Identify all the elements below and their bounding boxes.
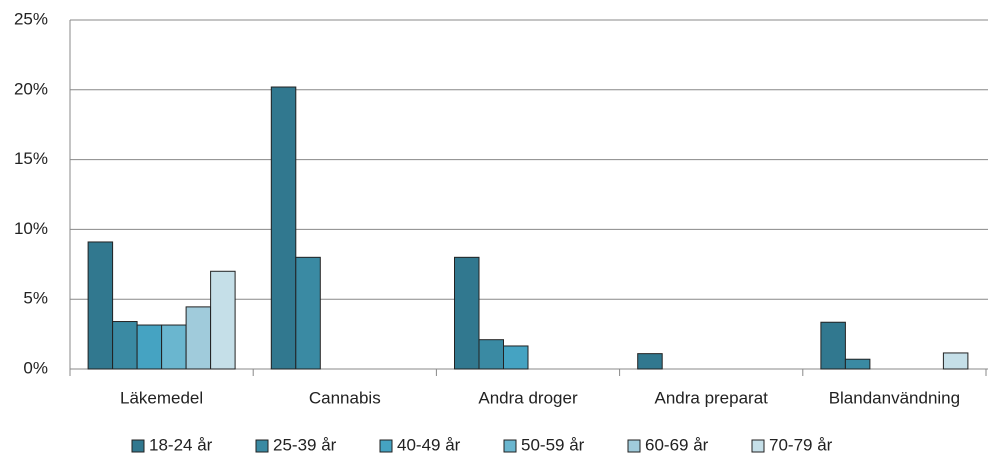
x-tick-label: Läkemedel (120, 388, 203, 407)
bar (844, 358, 871, 370)
legend-label: 70-79 år (769, 435, 833, 454)
bar (295, 256, 321, 370)
x-tick-label: Blandanvändning (829, 388, 960, 407)
legend-label: 18-24 år (149, 435, 213, 454)
x-tick-label: Andra droger (478, 388, 578, 407)
legend-swatch (255, 439, 269, 453)
y-tick-label: 5% (23, 289, 48, 308)
y-tick-label: 20% (14, 79, 48, 98)
bar (637, 353, 663, 370)
bar (210, 270, 236, 370)
bar (454, 256, 480, 370)
bar (185, 306, 212, 370)
legend-label: 40-49 år (397, 435, 461, 454)
legend-label: 50-59 år (521, 435, 585, 454)
bar (820, 321, 846, 370)
bar (270, 86, 297, 370)
y-tick-label: 25% (14, 9, 48, 28)
legend-label: 60-69 år (645, 435, 709, 454)
legend-swatch (627, 439, 641, 453)
legend-swatch (751, 439, 765, 453)
legend-swatch (379, 439, 393, 453)
bar (161, 324, 187, 370)
bar (112, 321, 138, 370)
y-tick-label: 10% (14, 219, 48, 238)
y-tick-label: 0% (23, 358, 48, 377)
y-tick-label: 15% (14, 149, 48, 168)
x-tick-label: Andra preparat (654, 388, 768, 407)
bar (942, 352, 969, 370)
legend-label: 25-39 år (273, 435, 337, 454)
bar (136, 324, 163, 370)
bar (503, 345, 529, 370)
bar (87, 241, 114, 370)
legend-swatch (131, 439, 145, 453)
x-tick-label: Cannabis (309, 388, 381, 407)
bar (478, 339, 504, 370)
legend-swatch (503, 439, 517, 453)
